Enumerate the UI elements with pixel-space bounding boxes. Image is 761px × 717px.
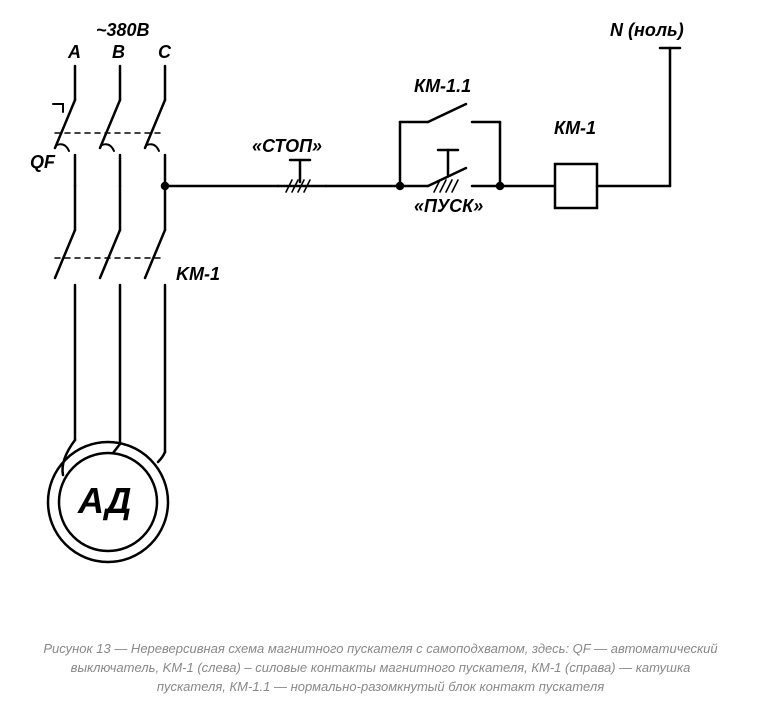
label-phase-a: A — [68, 42, 81, 63]
km1-coil-symbol — [555, 164, 597, 208]
label-km1-power: KM-1 — [176, 264, 220, 285]
neutral-line — [660, 48, 680, 186]
start-button-symbol — [400, 150, 500, 192]
stop-button-symbol — [278, 160, 326, 192]
km1-power-contacts — [55, 230, 165, 452]
schematic-svg — [0, 0, 761, 717]
breaker-qf — [53, 100, 165, 186]
phase-stubs — [75, 66, 165, 100]
label-motor: АД — [78, 480, 131, 522]
label-neutral: N (ноль) — [610, 20, 684, 41]
diagram-canvas: A B C ~380В QF KM-1 АД «СТОП» «ПУСК» КМ-… — [0, 0, 761, 717]
label-km1-coil: КМ-1 — [554, 118, 596, 139]
label-phase-c: C — [158, 42, 171, 63]
label-km11: КМ-1.1 — [414, 76, 471, 97]
km11-aux-contact — [400, 104, 500, 186]
phase-mid — [75, 186, 165, 230]
label-phase-b: B — [112, 42, 125, 63]
figure-caption: Рисунок 13 — Нереверсивная схема магнитн… — [40, 640, 721, 697]
label-qf: QF — [30, 152, 55, 173]
label-stop: «СТОП» — [252, 136, 322, 157]
label-start: «ПУСК» — [414, 196, 483, 217]
label-voltage: ~380В — [96, 20, 150, 41]
